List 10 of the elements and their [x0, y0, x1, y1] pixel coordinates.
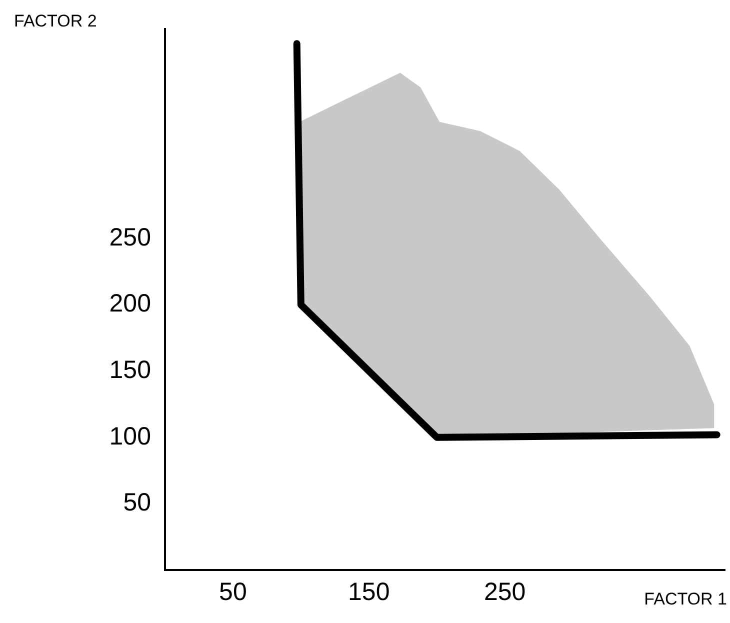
y-tick-label: 150 — [109, 356, 151, 384]
y-tick-label: 250 — [109, 223, 151, 252]
y-tick-label: 100 — [109, 422, 151, 450]
x-tick-label: 250 — [484, 578, 526, 606]
x-axis-title: FACTOR 1 — [644, 590, 727, 609]
x-tick-label: 50 — [219, 578, 247, 606]
y-axis-title: FACTOR 2 — [14, 12, 97, 31]
x-tick-label: 150 — [348, 578, 390, 606]
y-tick-label: 50 — [123, 488, 151, 517]
y-tick-label: 200 — [109, 290, 151, 318]
